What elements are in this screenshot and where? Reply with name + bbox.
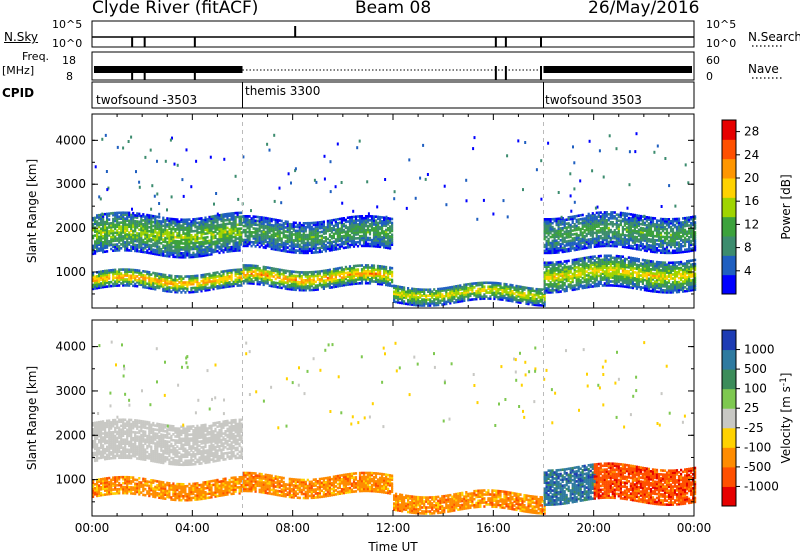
y-tick-label: 4000 xyxy=(55,340,86,354)
colorbar-tick-label: 25 xyxy=(744,401,759,415)
colorbar-segment xyxy=(722,139,736,160)
freq-bar xyxy=(94,66,243,73)
nsearch-tick-bottom: 10^0 xyxy=(706,37,737,50)
date-title: 26/May/2016 xyxy=(588,0,700,18)
nsky-tick-bottom: 10^0 xyxy=(52,37,83,50)
y-axis-label: Slant Range [km] xyxy=(25,159,39,263)
nsearch-tick-top: 10^5 xyxy=(706,18,737,31)
y-tick-label: 2000 xyxy=(55,221,86,235)
colorbar-tick-label: 24 xyxy=(744,148,759,162)
colorbar-tick-label: 16 xyxy=(744,194,759,208)
colorbar-segment xyxy=(722,466,736,487)
colorbar-tick-label: 4 xyxy=(744,264,752,278)
colorbar-tick-label: 1000 xyxy=(744,343,775,357)
colorbar-tick-label: 12 xyxy=(744,217,759,231)
nave-tick-top: 60 xyxy=(706,54,720,67)
y-tick-label: 3000 xyxy=(55,384,86,398)
velocity-heatmap xyxy=(92,340,697,515)
colorbar-frame xyxy=(721,119,737,295)
colorbar-segment xyxy=(722,408,736,429)
freq-tick-bottom: 8 xyxy=(66,70,73,83)
noise-panel-frame xyxy=(91,20,695,48)
cpid-segment: twofsound 3503 xyxy=(545,93,642,107)
x-tick-label: 08:00 xyxy=(275,521,310,535)
y-tick-label: 3000 xyxy=(55,177,86,191)
x-tick-label: 16:00 xyxy=(476,521,511,535)
colorbar-segment xyxy=(722,178,736,198)
colorbar-tick-label: 100 xyxy=(744,382,767,396)
colorbar-segment xyxy=(722,274,736,295)
y-tick-label: 2000 xyxy=(55,428,86,442)
colorbar-tick-label: -500 xyxy=(744,460,771,474)
cpid-label: CPID xyxy=(2,86,35,100)
colorbar-tick-label: 28 xyxy=(744,125,759,139)
colorbar-segment xyxy=(722,216,736,237)
freq-panel-frame xyxy=(91,51,695,81)
y-tick-label: 4000 xyxy=(55,133,86,147)
cpid-segment: twofsound -3503 xyxy=(96,93,198,107)
y-tick-label: 1000 xyxy=(55,265,86,279)
nave-label: Nave xyxy=(748,62,779,76)
colorbar-label: Power [dB] xyxy=(779,174,793,239)
nave-tick-bottom: 0 xyxy=(706,70,713,83)
colorbar-segment xyxy=(722,197,736,218)
cpid-panel-frame xyxy=(91,81,695,109)
colorbar-tick-label: -25 xyxy=(744,421,764,435)
colorbar-segment xyxy=(722,255,736,276)
freq-tick-top: 18 xyxy=(62,54,76,67)
colorbar-segment xyxy=(722,349,736,370)
nsky-tick-top: 10^5 xyxy=(52,18,83,31)
colorbar-frame xyxy=(721,329,737,507)
colorbar-segment xyxy=(722,120,736,140)
colorbar-segment xyxy=(722,486,736,507)
colorbar-tick-label: 500 xyxy=(744,362,767,376)
power-heatmap xyxy=(92,132,697,307)
station-title: Clyde River (fitACF) xyxy=(92,0,259,18)
x-tick-label: 00:00 xyxy=(677,521,712,535)
freq-unit-label: [MHz] xyxy=(2,64,35,77)
colorbar-segment xyxy=(722,447,736,468)
x-tick-label: 04:00 xyxy=(175,521,210,535)
x-axis-label: Time UT xyxy=(367,540,418,554)
x-tick-label: 20:00 xyxy=(576,521,611,535)
colorbar-tick-label: -100 xyxy=(744,440,771,454)
y-tick-label: 1000 xyxy=(55,473,86,487)
y-axis-label: Slant Range [km] xyxy=(25,366,39,470)
freq-bar xyxy=(543,66,692,73)
freq-label: Freq. xyxy=(22,50,50,63)
x-tick-label: 12:00 xyxy=(376,521,411,535)
nsky-label: N.Sky xyxy=(4,30,39,44)
cpid-segment: themis 3300 xyxy=(245,84,321,98)
colorbar-tick-label: -1000 xyxy=(744,479,779,493)
x-tick-label: 00:00 xyxy=(75,521,110,535)
colorbar-tick-label: 20 xyxy=(744,171,759,185)
colorbar-label: Velocity [m s-1] xyxy=(779,373,793,464)
beam-title: Beam 08 xyxy=(355,0,432,18)
colorbar-segment xyxy=(722,330,736,351)
nsearch-label: N.Search xyxy=(748,30,800,44)
colorbar-segment xyxy=(722,158,736,179)
colorbar-segment xyxy=(722,427,736,448)
colorbar-segment xyxy=(722,369,736,390)
colorbar-segment xyxy=(722,388,736,409)
colorbar-segment xyxy=(722,236,736,256)
colorbar-tick-label: 8 xyxy=(744,241,752,255)
